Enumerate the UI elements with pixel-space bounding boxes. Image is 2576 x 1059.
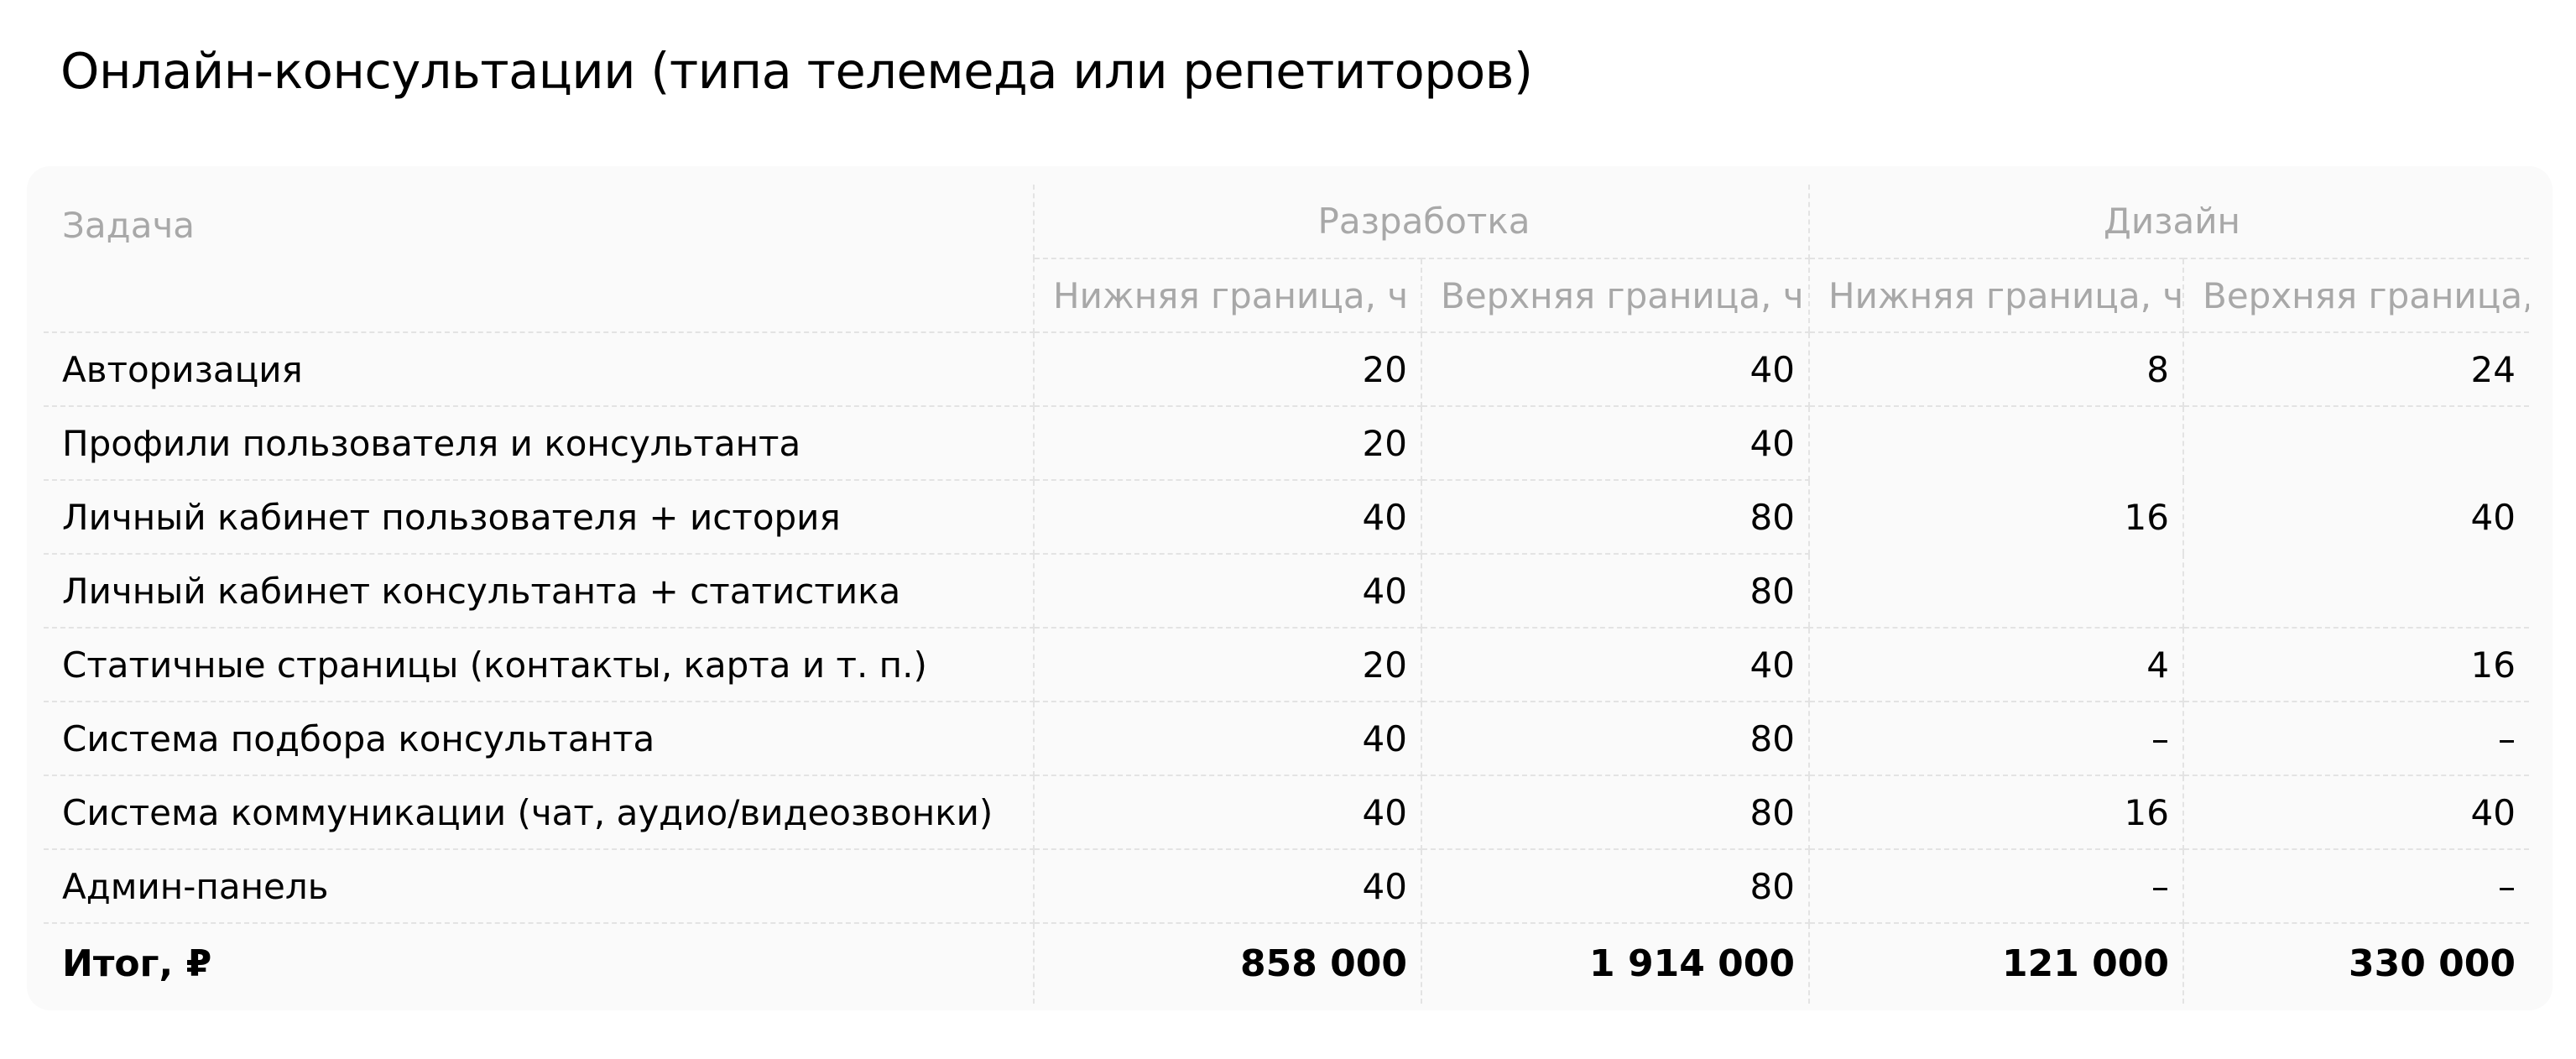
task-cell: Система коммуникации (чат, аудио/видеозв… <box>44 775 1035 850</box>
table-row: Профили пользователя и консультанта 20 4… <box>44 406 2529 629</box>
dev-low-cell: 20 <box>1034 406 1422 481</box>
design-low-cell: 4 <box>1809 628 2184 702</box>
table-row: Личный кабинет консультанта + статистика… <box>44 554 2529 629</box>
dev-high-cell: 40 <box>1421 628 1810 702</box>
task-cell: Профили пользователя и консультанта <box>44 406 1035 481</box>
task-cell: Система подбора консультанта <box>44 702 1035 776</box>
task-cell: Авторизация <box>44 332 1035 407</box>
table-subheader-row: Нижняя граница, ч Верхняя граница, ч Ниж… <box>44 258 2529 333</box>
dev-low-cell: 40 <box>1034 480 1422 555</box>
design-low-cell: 8 <box>1809 332 2184 407</box>
total-design-high: 330 000 <box>2348 942 2516 985</box>
dev-low-cell: 40 <box>1034 849 1422 924</box>
dev-high-cell: 80 <box>1421 775 1810 850</box>
page-title: Онлайн-консультации (типа телемеда или р… <box>60 42 1533 100</box>
table-row: Админ-панель 40 80 – – <box>44 849 2529 924</box>
column-header-dev-high: Верхняя граница, ч <box>1421 258 1809 333</box>
total-label: Итог, ₽ <box>44 923 1035 1004</box>
task-cell: Админ-панель <box>44 849 1035 924</box>
column-header-design-low: Нижняя граница, ч <box>1808 258 2183 333</box>
dev-low-cell: 40 <box>1034 775 1422 850</box>
dev-low-cell: 40 <box>1034 554 1422 629</box>
design-low-merged-cell: 16 <box>1809 406 2184 629</box>
design-low-cell: 16 <box>1809 775 2184 850</box>
dev-low-cell: 20 <box>1034 332 1422 407</box>
dev-high-cell: 80 <box>1421 849 1810 924</box>
dev-high-cell: 40 <box>1421 332 1810 407</box>
design-low-cell: – <box>1809 849 2184 924</box>
column-group-design: Дизайн <box>1809 185 2529 259</box>
design-low-cell: – <box>1809 702 2184 776</box>
design-high-cell: 24 <box>2183 332 2529 407</box>
dev-high-cell: 80 <box>1421 554 1810 629</box>
design-high-merged-cell: 40 <box>2183 406 2529 629</box>
column-group-development: Разработка <box>1034 185 1810 259</box>
total-design-low: 121 000 <box>1809 923 2184 1004</box>
dev-high-cell: 80 <box>1421 480 1810 555</box>
design-high-cell: – <box>2183 702 2529 776</box>
table-row: Статичные страницы (контакты, карта и т.… <box>44 628 2529 702</box>
task-cell: Личный кабинет консультанта + статистика <box>44 554 1035 629</box>
table-row: Личный кабинет пользователя + история 40… <box>44 480 2529 555</box>
total-dev-low: 858 000 <box>1034 923 1422 1004</box>
dev-low-cell: 40 <box>1034 702 1422 776</box>
task-cell: Статичные страницы (контакты, карта и т.… <box>44 628 1035 702</box>
table-row: Система коммуникации (чат, аудио/видеозв… <box>44 775 2529 850</box>
column-header-dev-low: Нижняя граница, ч <box>1034 258 1421 333</box>
total-row: Итог, ₽ 858 000 1 914 000 121 000 330 00… <box>44 923 2529 1004</box>
table-row: Система подбора консультанта 40 80 – – <box>44 702 2529 776</box>
column-header-design-high: Верхняя граница, ч <box>2182 258 2529 333</box>
dev-high-cell: 80 <box>1421 702 1810 776</box>
dev-high-cell: 40 <box>1421 406 1810 481</box>
design-high-cell: 16 <box>2183 628 2529 702</box>
design-high-cell: 40 <box>2183 775 2529 850</box>
table-row: Авторизация 20 40 8 24 <box>44 332 2529 407</box>
column-header-task: Задача <box>44 185 1035 333</box>
estimate-table-card: Задача Разработка Дизайн Нижняя граница,… <box>27 166 2553 1010</box>
table-header-row: Задача Разработка Дизайн <box>44 185 2529 333</box>
design-high-cell: – <box>2183 849 2529 924</box>
estimate-table: Задача Разработка Дизайн Нижняя граница,… <box>44 185 2529 1004</box>
task-cell: Личный кабинет пользователя + история <box>44 480 1035 555</box>
dev-low-cell: 20 <box>1034 628 1422 702</box>
total-dev-high: 1 914 000 <box>1421 923 1810 1004</box>
